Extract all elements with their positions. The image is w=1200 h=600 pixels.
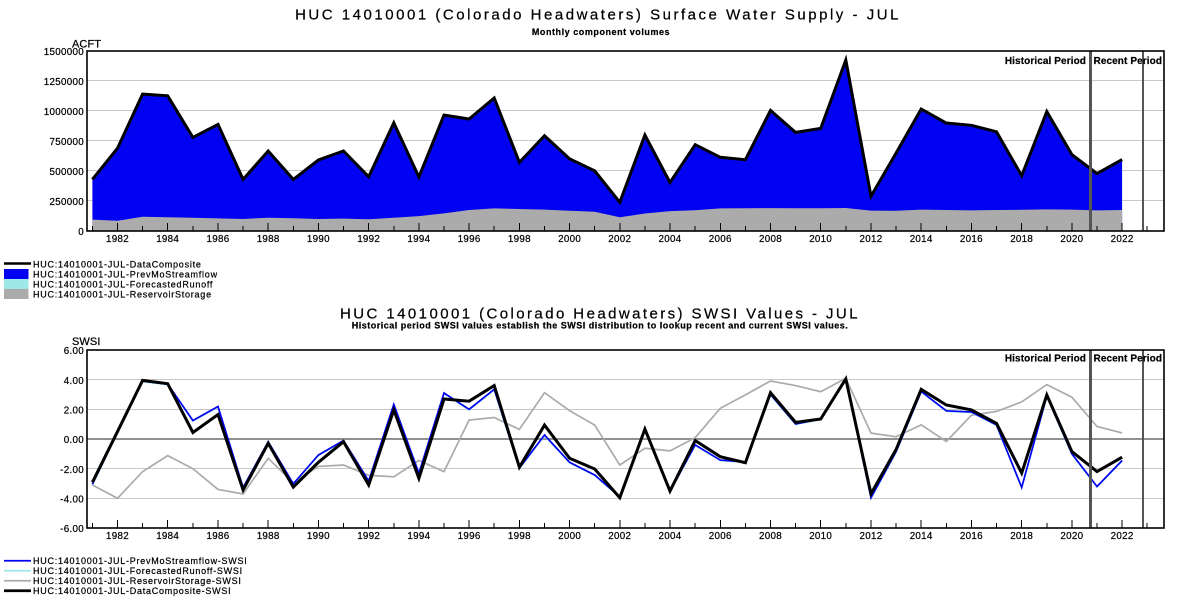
svg-text:2004: 2004 [659, 234, 682, 245]
svg-text:1994: 1994 [407, 531, 430, 542]
svg-text:1994: 1994 [407, 234, 430, 245]
svg-text:1988: 1988 [257, 234, 280, 245]
svg-text:2008: 2008 [759, 234, 782, 245]
svg-text:1000000: 1000000 [44, 107, 84, 118]
svg-text:500000: 500000 [50, 167, 85, 178]
svg-text:HUC:14010001-JUL-ForecastedRun: HUC:14010001-JUL-ForecastedRunoff [33, 280, 213, 290]
svg-text:Historical Period: Historical Period [1005, 354, 1086, 365]
svg-text:1998: 1998 [508, 234, 531, 245]
svg-text:2022: 2022 [1111, 531, 1134, 542]
svg-text:HUC:14010001-JUL-DataComposite: HUC:14010001-JUL-DataComposite [33, 260, 202, 270]
svg-text:2014: 2014 [910, 531, 933, 542]
svg-text:0.00: 0.00 [64, 435, 85, 446]
svg-text:HUC:14010001-JUL-PrevMoStreamf: HUC:14010001-JUL-PrevMoStreamflow-SWSI [33, 556, 248, 566]
svg-text:SWSI: SWSI [72, 336, 101, 348]
svg-text:2000: 2000 [558, 234, 581, 245]
svg-text:1990: 1990 [307, 531, 330, 542]
svg-text:2016: 2016 [960, 234, 983, 245]
svg-text:1990: 1990 [307, 234, 330, 245]
svg-text:Historical period SWSI values: Historical period SWSI values establish … [352, 321, 849, 331]
svg-text:750000: 750000 [50, 137, 85, 148]
svg-text:2016: 2016 [960, 531, 983, 542]
svg-text:HUC:14010001-JUL-ReservoirStor: HUC:14010001-JUL-ReservoirStorage-SWSI [33, 576, 242, 586]
svg-text:Monthly component volumes: Monthly component volumes [532, 27, 670, 37]
svg-text:1984: 1984 [156, 531, 179, 542]
svg-text:2004: 2004 [659, 531, 682, 542]
svg-text:1996: 1996 [458, 234, 481, 245]
svg-text:1998: 1998 [508, 531, 531, 542]
svg-text:2006: 2006 [709, 531, 732, 542]
svg-text:2022: 2022 [1111, 234, 1134, 245]
svg-text:4.00: 4.00 [64, 376, 85, 387]
svg-text:ACFT: ACFT [72, 39, 101, 51]
svg-text:1250000: 1250000 [44, 77, 84, 88]
svg-text:2018: 2018 [1010, 234, 1033, 245]
svg-text:2020: 2020 [1060, 234, 1083, 245]
svg-text:HUC 14010001 (Colorado Headwat: HUC 14010001 (Colorado Headwaters) SWSI … [340, 306, 860, 323]
svg-text:HUC:14010001-JUL-PrevMoStreamf: HUC:14010001-JUL-PrevMoStreamflow [33, 270, 218, 280]
svg-text:HUC:14010001-JUL-DataComposite: HUC:14010001-JUL-DataComposite-SWSI [33, 586, 231, 596]
svg-text:HUC:14010001-JUL-ReservoirStor: HUC:14010001-JUL-ReservoirStorage [33, 290, 212, 300]
svg-text:-2.00: -2.00 [60, 465, 84, 476]
svg-text:-6.00: -6.00 [60, 524, 84, 535]
svg-text:1988: 1988 [257, 531, 280, 542]
svg-text:1996: 1996 [458, 531, 481, 542]
svg-text:2002: 2002 [608, 234, 631, 245]
svg-text:HUC 14010001 (Colorado Headwat: HUC 14010001 (Colorado Headwaters) Surfa… [295, 7, 901, 24]
svg-text:1992: 1992 [357, 234, 380, 245]
svg-text:2000: 2000 [558, 531, 581, 542]
svg-text:2012: 2012 [860, 234, 883, 245]
svg-text:2.00: 2.00 [64, 406, 85, 417]
svg-text:Historical Period: Historical Period [1005, 56, 1086, 67]
svg-text:2006: 2006 [709, 234, 732, 245]
svg-text:2002: 2002 [608, 531, 631, 542]
svg-text:2020: 2020 [1060, 531, 1083, 542]
svg-text:2010: 2010 [809, 531, 832, 542]
svg-text:0: 0 [78, 227, 84, 238]
svg-text:6.00: 6.00 [64, 346, 85, 357]
svg-text:1984: 1984 [156, 234, 179, 245]
svg-text:2018: 2018 [1010, 531, 1033, 542]
svg-text:Recent Period: Recent Period [1094, 56, 1163, 67]
svg-text:HUC:14010001-JUL-ForecastedRun: HUC:14010001-JUL-ForecastedRunoff-SWSI [33, 566, 243, 576]
svg-text:1982: 1982 [106, 234, 129, 245]
svg-text:1500000: 1500000 [44, 47, 84, 58]
svg-text:Recent Period: Recent Period [1094, 354, 1163, 365]
svg-text:250000: 250000 [50, 197, 85, 208]
svg-text:-4.00: -4.00 [60, 495, 84, 506]
svg-text:2008: 2008 [759, 531, 782, 542]
svg-text:1992: 1992 [357, 531, 380, 542]
svg-text:2010: 2010 [809, 234, 832, 245]
svg-text:1986: 1986 [207, 234, 230, 245]
svg-text:1986: 1986 [207, 531, 230, 542]
svg-text:2012: 2012 [860, 531, 883, 542]
svg-text:1982: 1982 [106, 531, 129, 542]
svg-text:2014: 2014 [910, 234, 933, 245]
